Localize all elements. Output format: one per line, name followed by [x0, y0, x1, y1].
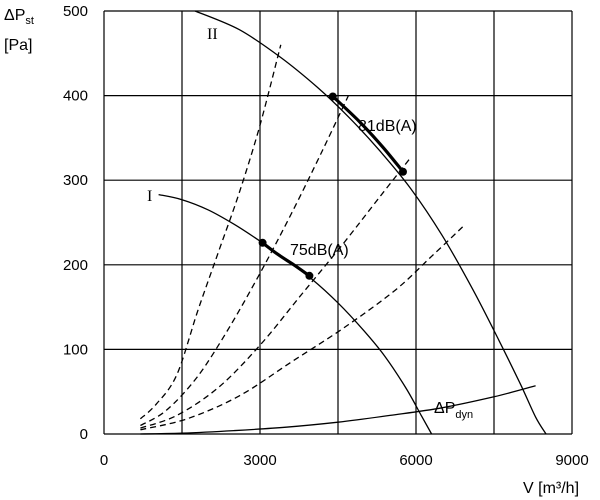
x-axis-label: V [m³/h] [523, 480, 579, 497]
system-curve-2 [140, 95, 349, 427]
fan-curve-1 [158, 193, 433, 435]
fan-curve-0 [194, 10, 547, 435]
y-tick-label: 200 [63, 257, 88, 274]
x-tick-label: 0 [100, 452, 108, 469]
x-tick-label: 6000 [399, 452, 432, 469]
y-tick-label: 100 [63, 341, 88, 358]
y-axis-unit: [Pa] [4, 37, 32, 54]
operating-range-1 [261, 241, 311, 278]
grid [103, 10, 573, 435]
curves [139, 10, 547, 435]
y-tick-label: 400 [63, 88, 88, 105]
y-axis-label: ΔPst [4, 7, 34, 27]
system-curve-3 [140, 156, 412, 429]
operating-point [328, 92, 337, 101]
y-tick-label: 0 [80, 426, 88, 443]
operating-range-0 [331, 95, 405, 173]
system-curve-1 [139, 44, 282, 420]
range-label-81: 81dB(A) [358, 118, 417, 135]
y-tick-label: 500 [63, 3, 88, 20]
range-label-75: 75dB(A) [290, 242, 349, 259]
system-curve-4 [140, 226, 464, 431]
curve-label-I: I [147, 188, 152, 205]
curve-label-II: II [207, 26, 218, 43]
fan-curve-2 [140, 385, 536, 435]
operating-point [258, 238, 267, 247]
operating-point [399, 167, 407, 176]
tick-labels: 0 3000 6000 9000 0 100 200 300 400 500 [63, 3, 589, 469]
x-tick-label: 9000 [555, 452, 588, 469]
x-tick-label: 3000 [243, 452, 276, 469]
y-tick-label: 300 [63, 172, 88, 189]
operating-point [305, 271, 314, 280]
curve-label-dpdyn: ΔPdyn [434, 400, 473, 421]
